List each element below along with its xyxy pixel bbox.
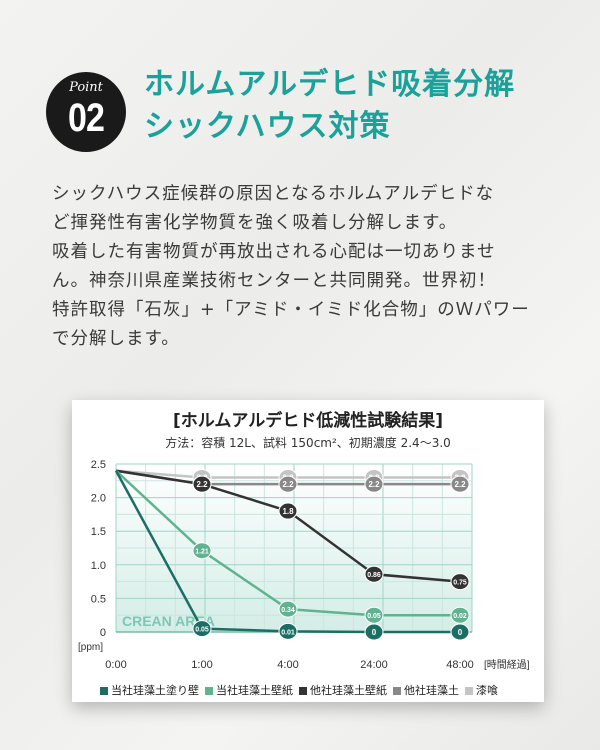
data-point [278,600,298,618]
x-tick-label: 4:00 [277,659,298,671]
data-point [450,475,470,493]
legend-label: 他社珪藻土 [404,684,459,697]
legend-swatch [393,687,401,695]
x-tick-label: 24:00 [360,659,388,671]
x-tick-label: 48:00 [446,659,474,671]
description-line: で分解します。 [52,329,180,349]
data-label: 0.01 [281,629,295,636]
data-point [364,475,384,493]
y-tick-label: 2.5 [91,459,106,471]
description-line: 特許取得「石灰」+「アミド・イミド化合物」のＷパワー [52,300,530,320]
data-point [450,573,470,591]
legend-label: 漆喰 [476,684,498,697]
data-label: 0 [458,628,463,637]
badge-point-label: Point [69,80,103,95]
legend-swatch [205,687,213,695]
legend-label: 当社珪藻土塗り壁 [111,684,199,697]
legend-item: 他社珪藻土 [393,684,459,697]
data-label: 0.05 [195,627,209,634]
data-point [192,620,212,638]
legend-swatch [465,687,473,695]
legend-item: 他社珪藻土壁紙 [299,684,387,697]
legend-item: 当社珪藻土塗り壁 [100,684,199,697]
data-label: 0.05 [367,613,381,620]
heading-line-1: ホルムアルデヒド吸着分解 [144,67,516,102]
legend-item: 当社珪藻土壁紙 [205,684,293,697]
y-tick-label: 1.0 [91,560,106,572]
data-label: 2.2 [196,480,208,489]
data-label: 0.75 [453,580,467,587]
legend-item: 漆喰 [465,684,498,697]
data-label: 1.8 [282,507,294,516]
y-axis-label: [ppm] [78,642,103,653]
data-point [364,606,384,624]
badge-number: 02 [67,96,105,140]
y-tick-label: 0.5 [91,593,106,605]
y-tick-label: 0 [100,627,106,639]
y-tick-label: 2.0 [91,493,106,505]
y-tick-label: 1.5 [91,526,106,538]
chart-title: [ホルムアルデヒド低減性試験結果] [172,411,444,431]
x-axis-label: [時間経過] [484,658,530,671]
data-label: 1.21 [195,549,209,556]
data-label: 0.86 [367,572,381,579]
clean-area-label: CREAN AREA [122,613,215,629]
data-point [450,623,470,641]
data-point [364,565,384,583]
data-point [278,475,298,493]
description-line: シックハウス症候群の原因となるホルムアルデヒドな [52,184,495,204]
x-tick-label: 1:00 [191,659,212,671]
data-point [278,622,298,640]
x-tick-label: 0:00 [105,659,126,671]
data-point [450,606,470,624]
description-line: 吸着した有害物質が再放出される心配は一切ありませ [52,242,496,262]
data-point [192,475,212,493]
data-point [364,623,384,641]
heading-line-2: シックハウス対策 [144,109,391,144]
legend-label: 他社珪藻土壁紙 [310,684,387,697]
data-label: 0.02 [453,613,467,620]
legend-swatch [299,687,307,695]
section-heading: ホルムアルデヒド吸着分解 シックハウス対策 [144,64,515,148]
chart-subtitle: 方法：容積 12L、試料 150cm²、初期濃度 2.4〜3.0 [165,436,451,450]
data-label: 0 [372,628,377,637]
chart-panel: [ホルムアルデヒド低減性試験結果] 方法：容積 12L、試料 150cm²、初期… [72,400,544,702]
data-label: 0.34 [281,607,295,614]
legend-label: 当社珪藻土壁紙 [216,684,293,697]
data-label: 2.2 [368,480,380,489]
data-label: 2.2 [282,480,294,489]
line-chart: 2.5 2.0 1.5 1.0 0.5 0 [ppm]0:00 1:00 4:00 24:00 48… [78,459,530,671]
chart-legend: 当社珪藻土塗り壁 当社珪藻土壁紙 他社珪藻土壁紙 他社珪藻土 漆喰 [100,682,504,698]
description-text: シックハウス症候群の原因となるホルムアルデヒドな ど揮発性有害化学物質を強く吸着… [52,180,572,354]
data-label: 2.2 [454,480,466,489]
legend-swatch [100,687,108,695]
data-point [192,542,212,560]
data-point [278,502,298,520]
description-line: ど揮発性有害化学物質を強く吸着し分解します。 [52,213,458,233]
description-line: ん。神奈川県産業技術センターと共同開発。世界初！ [52,271,496,291]
point-badge: Point 02 [46,72,126,152]
